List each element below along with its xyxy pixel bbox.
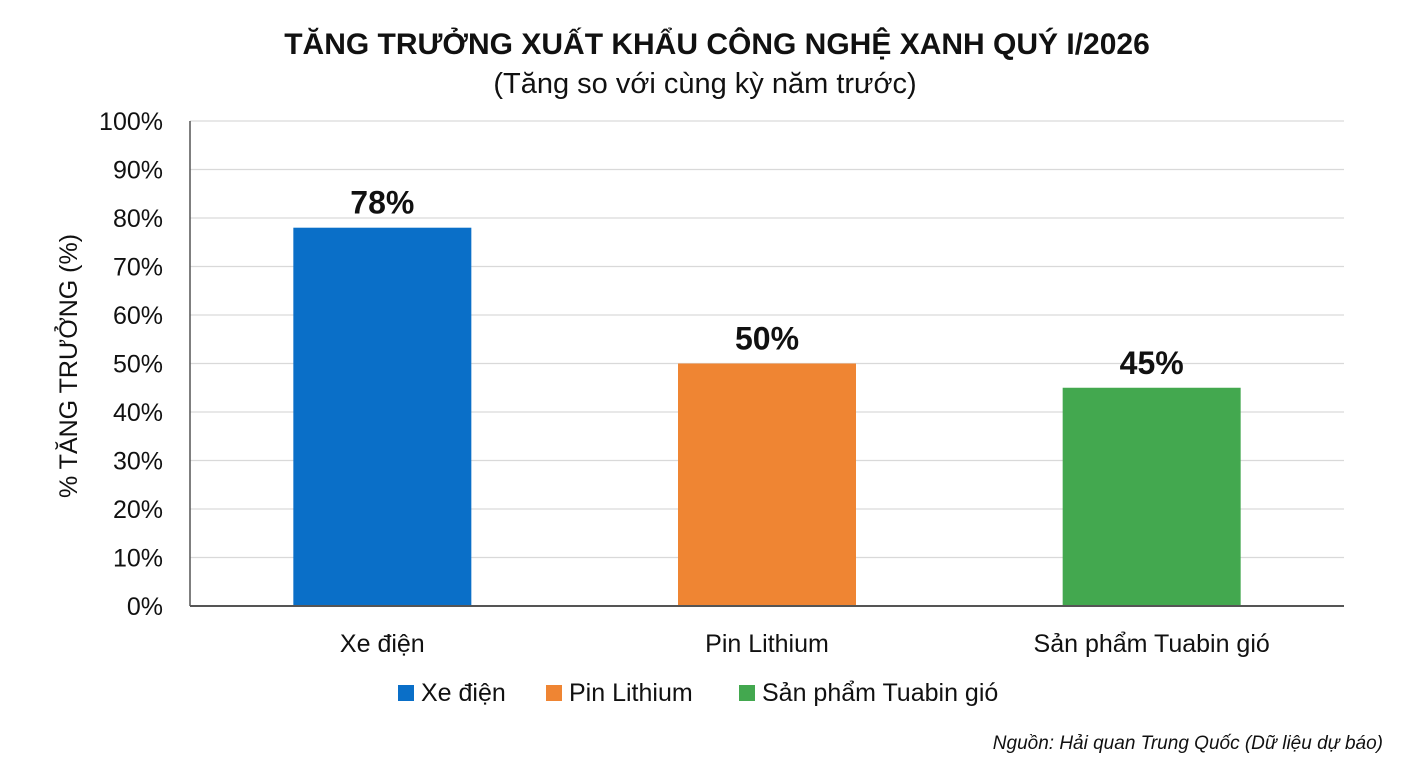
y-tick-label: 80% [113, 205, 163, 233]
y-tick-label: 100% [99, 108, 163, 136]
bars: 78% 50% 45% [293, 185, 1241, 606]
y-tick-label: 50% [113, 351, 163, 379]
legend-swatch [398, 685, 414, 701]
x-tick-label: Pin Lithium [705, 630, 829, 658]
axes [189, 121, 1344, 607]
data-label: 45% [1120, 345, 1184, 381]
bar [1062, 387, 1241, 606]
x-axis-ticks: Xe điện Pin Lithium Sản phẩm Tuabin gió [340, 630, 1270, 658]
y-tick-label: 0% [127, 593, 163, 621]
legend-label: Pin Lithium [569, 679, 693, 707]
x-tick-label: Xe điện [340, 630, 425, 658]
bar [293, 227, 472, 606]
legend-label: Sản phẩm Tuabin gió [762, 679, 998, 707]
source-note: Nguồn: Hải quan Trung Quốc (Dữ liệu dự b… [993, 733, 1383, 754]
y-tick-label: 20% [113, 496, 163, 524]
y-axis-label: % TĂNG TRƯỞNG (%) [53, 234, 83, 498]
y-axis-ticks: 0% 10% 20% 30% 40% 50% 60% 70% 80% 90% 100% [99, 108, 163, 621]
bar [678, 363, 856, 606]
y-tick-label: 60% [113, 302, 163, 330]
y-tick-label: 90% [113, 157, 163, 185]
legend-swatch [546, 685, 562, 701]
data-label: 78% [350, 185, 414, 221]
chart-subtitle: (Tăng so với cùng kỳ năm trước) [493, 68, 916, 100]
x-tick-label: Sản phẩm Tuabin gió [1034, 630, 1270, 658]
y-tick-label: 30% [113, 448, 163, 476]
y-tick-label: 40% [113, 399, 163, 427]
chart-title: TĂNG TRƯỞNG XUẤT KHẨU CÔNG NGHỆ XANH QUÝ… [284, 27, 1150, 61]
legend-swatch [739, 685, 755, 701]
y-tick-label: 70% [113, 254, 163, 282]
legend-label: Xe điện [421, 679, 506, 707]
y-tick-label: 10% [113, 545, 163, 573]
data-label: 50% [735, 321, 799, 357]
legend: Xe điện Pin Lithium Sản phẩm Tuabin gió [398, 679, 998, 707]
